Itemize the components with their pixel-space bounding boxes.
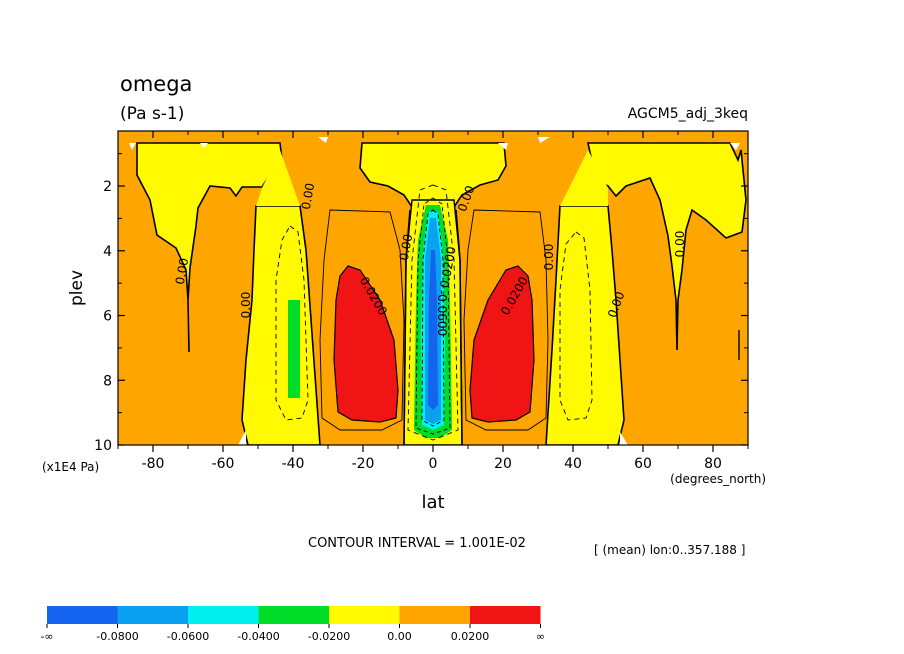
plot-area	[118, 131, 748, 445]
x-tick-label: 80	[704, 456, 722, 472]
fill-green-left	[288, 300, 300, 398]
y-tick-label: 10	[94, 438, 112, 454]
y-tick-label: 4	[103, 244, 112, 260]
contour-label: 0.00	[542, 244, 556, 271]
contour-dashed-center-3	[421, 209, 445, 427]
fill-yellow-right-lower	[545, 205, 625, 445]
fill-yellow-right-bridge	[560, 150, 608, 206]
fill-yellow-left-bridge	[256, 150, 300, 206]
contour-label: 0.00	[239, 292, 253, 319]
fill-red-left	[333, 265, 399, 423]
colorbar-segment	[258, 606, 329, 624]
dataset-label: AGCM5_adj_3keq	[628, 106, 748, 122]
missing-marker	[200, 143, 208, 148]
x-tick-label: -60	[212, 456, 235, 472]
x-tick-label: 40	[564, 456, 582, 472]
colorbar-segment	[399, 606, 470, 624]
colorbar-label: -0.0200	[308, 630, 350, 643]
colorbar-label: -∞	[40, 630, 53, 643]
chart-units: (Pa s-1)	[120, 104, 184, 124]
x-tick-label: -40	[282, 456, 305, 472]
contour-zero-center-left	[403, 209, 411, 445]
missing-marker	[498, 143, 508, 150]
contour-line-right-outer	[463, 209, 549, 431]
mean-text: [ (mean) lon:0..357.188 ]	[594, 543, 745, 557]
x-tick-label: 0	[429, 456, 438, 472]
contour-dashed-center-2	[415, 197, 451, 435]
y-axis-units: (x1E4 Pa)	[42, 460, 99, 474]
x-axis-label: lat	[421, 492, 444, 513]
fill-blue-center	[428, 250, 438, 410]
x-tick-label: -20	[352, 456, 375, 472]
contour-label: 0.00	[673, 231, 687, 258]
colorbar: -∞ -0.0800 -0.0600 -0.0400 -0.0200 0.00 0.0200…	[40, 606, 545, 643]
missing-marker	[538, 137, 550, 143]
y-axis: 2 4 6 8 10	[94, 153, 748, 454]
y-tick-label: 8	[103, 373, 112, 389]
contour-line-left-outer	[319, 209, 405, 431]
contour-label: -0.0600	[435, 290, 449, 336]
colorbar-segment	[47, 606, 118, 624]
contour-zero-center-right	[455, 209, 463, 445]
colorbar-label: ∞	[536, 630, 545, 643]
x-axis: -80 -60 -40 -20 0 20 40 60 80	[117, 131, 749, 472]
fill-yellow-right	[587, 142, 747, 351]
colorbar-label: -0.0600	[167, 630, 209, 643]
colorbar-label: 0.00	[387, 630, 412, 643]
missing-marker	[129, 143, 136, 150]
fill-red-right	[469, 265, 535, 423]
x-tick-label: -80	[142, 456, 165, 472]
colorbar-segment	[329, 606, 400, 624]
chart-title: omega	[120, 72, 192, 96]
missing-marker	[238, 430, 246, 445]
contour-label: 0.00	[397, 233, 415, 262]
colorbar-segment	[470, 606, 541, 624]
x-tick-label: 60	[634, 456, 652, 472]
contour-label: 0.00	[299, 182, 317, 211]
contour-label: 0.00	[173, 257, 191, 286]
colorbar-segment	[117, 606, 188, 624]
missing-marker	[318, 137, 328, 143]
x-axis-units: (degrees_north)	[670, 472, 766, 486]
missing-marker	[730, 143, 740, 150]
y-tick-label: 6	[103, 309, 112, 325]
contour-dashed-center-1	[407, 184, 459, 441]
contour-interval-text: CONTOUR INTERVAL = 1.001E-02	[308, 536, 526, 551]
colorbar-label: -0.0800	[96, 630, 138, 643]
contour-dashed-right	[559, 231, 593, 421]
missing-marker	[620, 432, 628, 445]
y-axis-label: plev	[67, 270, 87, 306]
y-tick-label: 2	[103, 179, 112, 195]
colorbar-label: -0.0400	[237, 630, 279, 643]
colorbar-label: 0.0200	[451, 630, 490, 643]
colorbar-segment	[188, 606, 259, 624]
x-tick-label: 20	[494, 456, 512, 472]
